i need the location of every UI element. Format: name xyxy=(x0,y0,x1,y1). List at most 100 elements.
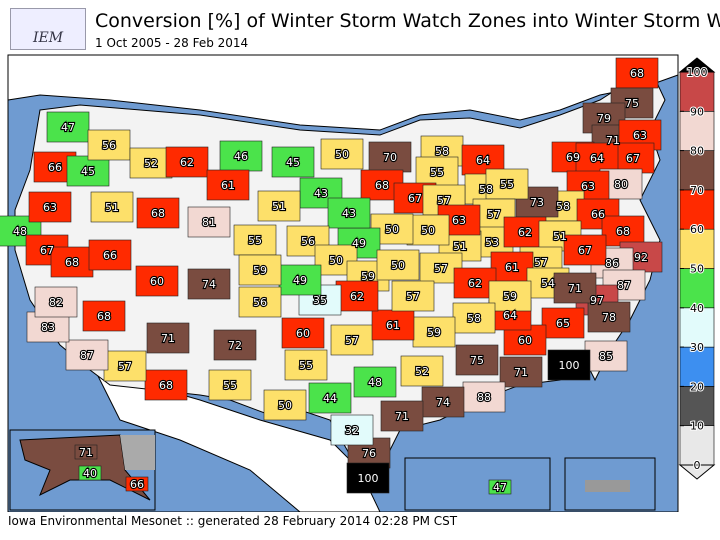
region-label: 43 xyxy=(314,187,328,200)
region-label: 88 xyxy=(477,391,491,404)
region xyxy=(238,254,282,286)
region xyxy=(213,329,257,361)
region xyxy=(346,462,390,494)
region xyxy=(284,349,328,381)
region-label: 66 xyxy=(130,478,144,491)
region-label: 57 xyxy=(434,262,448,275)
region xyxy=(144,369,188,401)
region xyxy=(187,206,231,238)
colorbar-tick-label: 60 xyxy=(690,223,704,236)
region xyxy=(547,349,591,381)
region-label: 50 xyxy=(278,399,292,412)
region-label: 51 xyxy=(105,201,119,214)
region xyxy=(233,224,277,256)
region xyxy=(206,169,250,201)
colorbar-over xyxy=(678,57,716,73)
region xyxy=(82,300,126,332)
region-label: 62 xyxy=(468,277,482,290)
logo-text: IEM xyxy=(33,30,64,46)
region-label: 45 xyxy=(81,165,95,178)
region xyxy=(50,246,94,278)
region xyxy=(219,140,263,172)
canada xyxy=(7,54,679,131)
title: Conversion [%] of Winter Storm Watch Zon… xyxy=(95,10,720,32)
region-label: 49 xyxy=(293,274,307,287)
colorbar-tick-label: 20 xyxy=(690,380,704,393)
region-label: 56 xyxy=(301,235,315,248)
region-label: 55 xyxy=(430,166,444,179)
region-label: 51 xyxy=(453,240,467,253)
region xyxy=(257,190,301,222)
region-label: 75 xyxy=(470,354,484,367)
region-label: 51 xyxy=(272,200,286,213)
region-label: 51 xyxy=(553,230,567,243)
region xyxy=(335,280,379,312)
colorbar-swatch xyxy=(679,268,715,309)
region-label: 57 xyxy=(534,256,548,269)
region xyxy=(281,317,325,349)
region xyxy=(129,147,173,179)
region xyxy=(421,386,465,418)
region-label: 65 xyxy=(556,317,570,330)
region-label: 55 xyxy=(299,359,313,372)
region-label: 71 xyxy=(161,332,175,345)
region-label: 48 xyxy=(368,376,382,389)
region xyxy=(87,129,131,161)
region xyxy=(488,479,512,495)
region-label: 69 xyxy=(566,151,580,164)
region-label: 59 xyxy=(361,270,375,283)
region-label: 81 xyxy=(202,216,216,229)
region-label: 92 xyxy=(634,251,648,264)
region-label: 61 xyxy=(505,261,519,274)
regions xyxy=(0,57,663,494)
colorbar-swatch xyxy=(679,346,715,387)
region-label: 71 xyxy=(514,366,528,379)
region xyxy=(271,146,315,178)
colorbar-under xyxy=(678,464,716,480)
colorbar-tick-label: 0 xyxy=(694,459,701,472)
region-label: 100 xyxy=(559,359,580,372)
region-label: 68 xyxy=(630,67,644,80)
region xyxy=(412,316,456,348)
region-label: 75 xyxy=(625,97,639,110)
region xyxy=(455,344,499,376)
region-label: 71 xyxy=(79,446,93,459)
region-label: 46 xyxy=(234,150,248,163)
region xyxy=(380,400,424,432)
region xyxy=(485,168,529,200)
region xyxy=(368,141,412,173)
region-label: 86 xyxy=(605,257,619,270)
region xyxy=(88,239,132,271)
region-label: 85 xyxy=(599,350,613,363)
region xyxy=(415,156,459,188)
region-label: 56 xyxy=(253,296,267,309)
region-label: 67 xyxy=(408,192,422,205)
region-label: 47 xyxy=(61,121,75,134)
region xyxy=(136,197,180,229)
region-label: 50 xyxy=(329,254,343,267)
region-label: 59 xyxy=(427,326,441,339)
colorbar-swatch xyxy=(679,189,715,230)
region-label: 97 xyxy=(590,294,604,307)
region-label: 74 xyxy=(202,278,216,291)
region-label: 61 xyxy=(221,179,235,192)
colorbar-tick-label: 40 xyxy=(690,302,704,315)
region-label: 68 xyxy=(151,207,165,220)
hawaii-inset xyxy=(404,457,551,511)
region-label: 62 xyxy=(518,226,532,239)
region xyxy=(353,366,397,398)
region-label: 66 xyxy=(591,208,605,221)
region-label: 63 xyxy=(581,180,595,193)
region xyxy=(66,155,110,187)
region-label: 68 xyxy=(97,310,111,323)
region-label: 55 xyxy=(223,379,237,392)
colorbar: 0 10 20 30 40 50 60 70 80 90 100 xyxy=(678,57,716,480)
region xyxy=(320,138,364,170)
region-label: 73 xyxy=(530,196,544,209)
colorbar-swatch xyxy=(679,307,715,348)
region-label: 76 xyxy=(362,447,376,460)
region-label: 55 xyxy=(248,234,262,247)
region xyxy=(490,251,534,283)
region xyxy=(78,465,102,481)
